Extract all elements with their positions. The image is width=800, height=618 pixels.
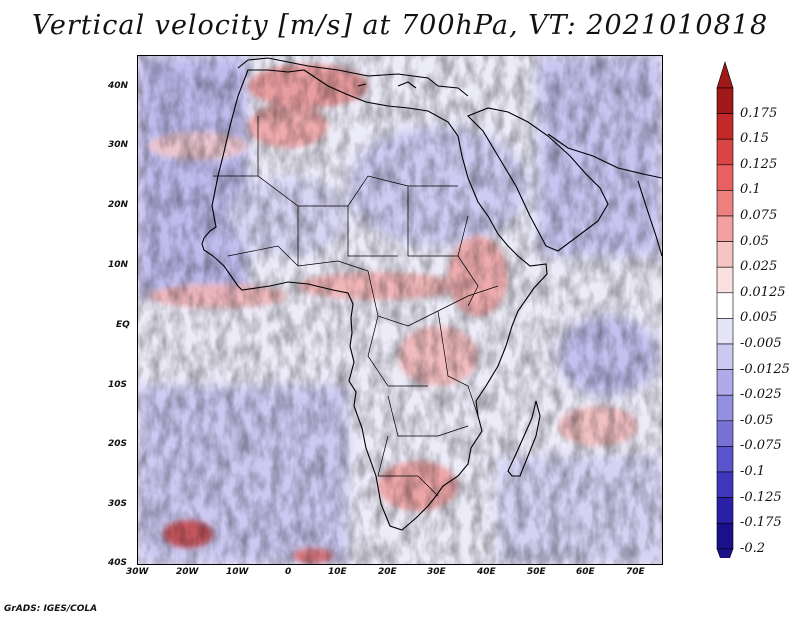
lat-tick-label: 30S [108, 499, 128, 509]
footer-credit: GrADS: IGES/COLA [4, 604, 98, 614]
colorbar-level-label: 0.175 [740, 105, 778, 121]
lat-tick-label: 20N [108, 200, 129, 210]
mediterranean-islands [357, 81, 417, 89]
colorbar-level-label: -0.025 [740, 387, 782, 403]
colorbar-swatch [716, 138, 734, 166]
colorbar-top-arrow [716, 60, 734, 89]
colorbar-level-label: -0.0125 [740, 361, 790, 377]
colorbar-swatch [716, 266, 734, 294]
madagascar-coastline [507, 400, 541, 477]
colorbar-level-label: 0.025 [740, 259, 778, 275]
lon-tick-label: 70E [626, 567, 645, 577]
colorbar-swatch [716, 241, 734, 268]
colorbar-swatch [716, 497, 734, 524]
lat-tick-label: 10S [108, 380, 128, 390]
field-texture [138, 56, 662, 564]
colorbar-bottom-arrow [716, 548, 734, 558]
lat-tick-label: 10N [108, 260, 129, 270]
lat-tick-label: 20S [108, 439, 128, 449]
colorbar-level-label: -0.2 [740, 540, 766, 556]
lon-tick-label: 40E [477, 567, 496, 577]
colorbar [716, 60, 734, 558]
country-borders [213, 116, 499, 497]
europe-coastline [237, 57, 469, 97]
colorbar-level-label: -0.1 [740, 464, 766, 479]
colorbar-swatch [716, 420, 734, 447]
lat-tick-label: 30N [108, 140, 129, 150]
arabia-coastline [467, 107, 609, 252]
colorbar-level-label: -0.05 [740, 412, 774, 428]
asia-coastline [547, 133, 662, 179]
colorbar-level-label: 0.15 [740, 131, 769, 147]
colorbar-level-label: 0.1 [740, 182, 761, 198]
colorbar-swatch [716, 190, 734, 217]
lat-tick-label: EQ [116, 320, 130, 330]
colorbar-level-label: 0.05 [740, 233, 769, 249]
lon-tick-label: 20W [176, 567, 199, 577]
colorbar-swatch [716, 343, 734, 370]
lon-tick-label: 50E [527, 567, 546, 577]
colorbar-level-label: 0.125 [740, 156, 778, 172]
colorbar-swatch [716, 446, 734, 473]
lat-tick-label: 40N [108, 81, 129, 91]
colorbar-level-label: 0.0125 [740, 284, 786, 300]
lat-tick-label: 40S [108, 558, 128, 568]
colorbar-level-label: 0.075 [740, 208, 778, 223]
colorbar-swatch [716, 164, 734, 191]
lon-tick-label: 10E [328, 567, 347, 577]
colorbar-swatch [716, 292, 734, 319]
colorbar-swatch [716, 318, 734, 345]
colorbar-swatch [716, 369, 734, 396]
india-coastline [637, 180, 662, 257]
africa-coastline [201, 69, 548, 531]
lon-tick-label: 0 [285, 567, 292, 577]
map-plot-area[interactable] [137, 55, 663, 565]
colorbar-swatch [716, 113, 734, 140]
colorbar-level-label: -0.075 [740, 438, 782, 454]
colorbar-level-label: -0.005 [740, 336, 782, 351]
vertical-velocity-map [138, 56, 662, 564]
lon-tick-label: 10W [226, 567, 249, 577]
lon-tick-label: 60E [576, 567, 595, 577]
colorbar-level-label: -0.175 [740, 515, 782, 531]
colorbar-swatch [716, 471, 734, 498]
lon-tick-label: 30E [427, 567, 446, 577]
colorbar-swatch [716, 215, 734, 242]
colorbar-swatch [716, 522, 734, 550]
coastlines [201, 57, 662, 531]
lon-tick-label: 20E [378, 567, 397, 577]
colorbar-swatch [716, 394, 734, 422]
lon-tick-label: 30W [126, 567, 149, 577]
colorbar-swatch [716, 87, 734, 114]
colorbar-level-label: -0.125 [740, 489, 782, 505]
colorbar-level-label: 0.005 [740, 310, 778, 326]
chart-title: Vertical velocity [m/s] at 700hPa, VT: 2… [31, 10, 769, 41]
